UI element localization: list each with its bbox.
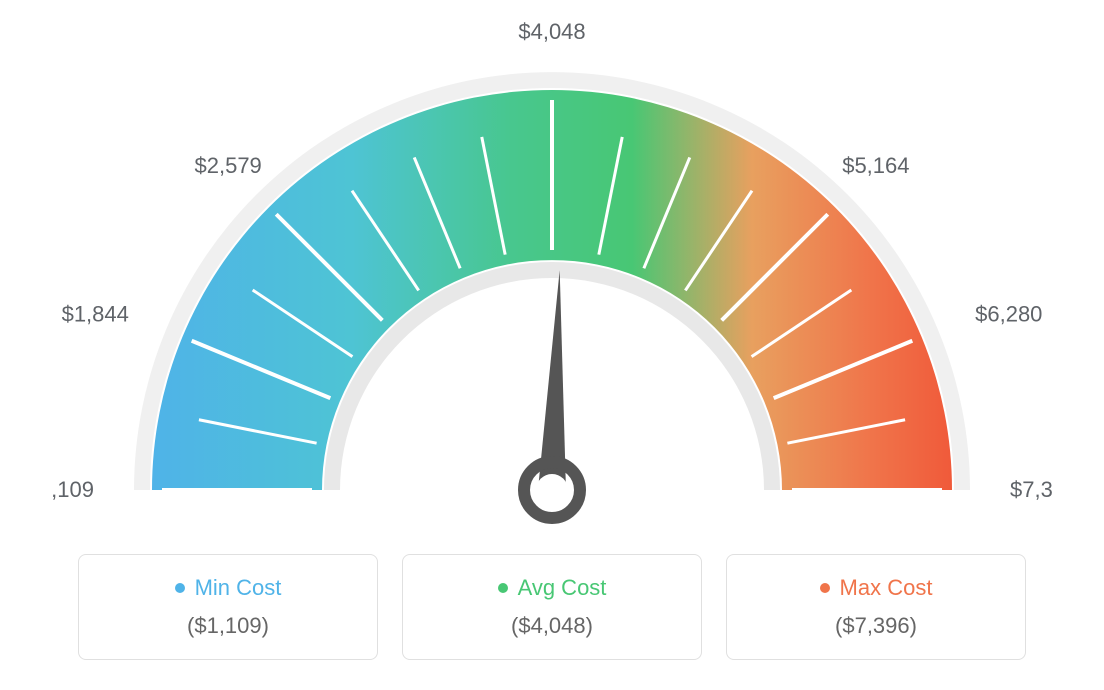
avg-dot-icon (498, 583, 508, 593)
tick-label: $7,396 (1010, 477, 1052, 502)
tick-label: $2,579 (194, 153, 261, 178)
gauge-chart: $1,109 $1,844 $2,579 $4,048 $5,164 $6,280 $7,3… (52, 10, 1052, 570)
max-label: Max Cost (840, 575, 933, 601)
min-dot-icon (175, 583, 185, 593)
tick-label: $1,109 (52, 477, 94, 502)
card-title: Min Cost (175, 575, 282, 601)
summary-cards: Min Cost ($1,109) Avg Cost ($4,048) Max … (0, 554, 1104, 660)
card-title: Avg Cost (498, 575, 607, 601)
tick-label: $4,048 (518, 19, 585, 44)
max-cost-card: Max Cost ($7,396) (726, 554, 1026, 660)
gauge-svg: $1,109 $1,844 $2,579 $4,048 $5,164 $6,280 $7,3… (52, 10, 1052, 570)
tick-label: $6,280 (975, 302, 1042, 327)
avg-value: ($4,048) (431, 613, 673, 639)
max-dot-icon (820, 583, 830, 593)
max-value: ($7,396) (755, 613, 997, 639)
min-label: Min Cost (195, 575, 282, 601)
min-value: ($1,109) (107, 613, 349, 639)
avg-label: Avg Cost (518, 575, 607, 601)
avg-cost-card: Avg Cost ($4,048) (402, 554, 702, 660)
card-title: Max Cost (820, 575, 933, 601)
min-cost-card: Min Cost ($1,109) (78, 554, 378, 660)
tick-label: $5,164 (842, 153, 909, 178)
tick-label: $1,844 (62, 302, 129, 327)
